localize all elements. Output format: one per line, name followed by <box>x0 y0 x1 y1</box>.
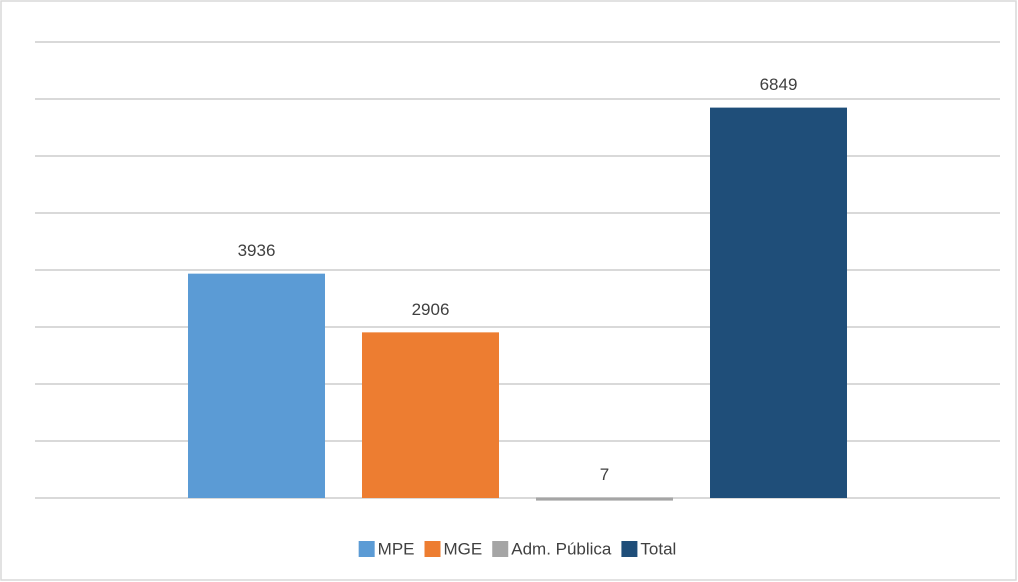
bar <box>362 332 499 498</box>
bar <box>710 107 847 499</box>
data-label: 3936 <box>238 241 276 260</box>
legend-label: Adm. Pública <box>511 539 612 558</box>
legend-swatch <box>358 541 375 557</box>
legend-label: MPE <box>378 539 415 558</box>
legend-swatch <box>424 541 441 557</box>
legend-label: Total <box>640 539 676 558</box>
legend-swatch <box>492 541 509 557</box>
bar <box>536 497 673 501</box>
data-label: 7 <box>600 465 609 484</box>
data-label: 2906 <box>412 300 450 319</box>
legend-swatch <box>621 541 638 557</box>
legend-label: MGE <box>444 539 483 558</box>
data-label: 6849 <box>760 75 798 94</box>
bar <box>188 273 325 498</box>
